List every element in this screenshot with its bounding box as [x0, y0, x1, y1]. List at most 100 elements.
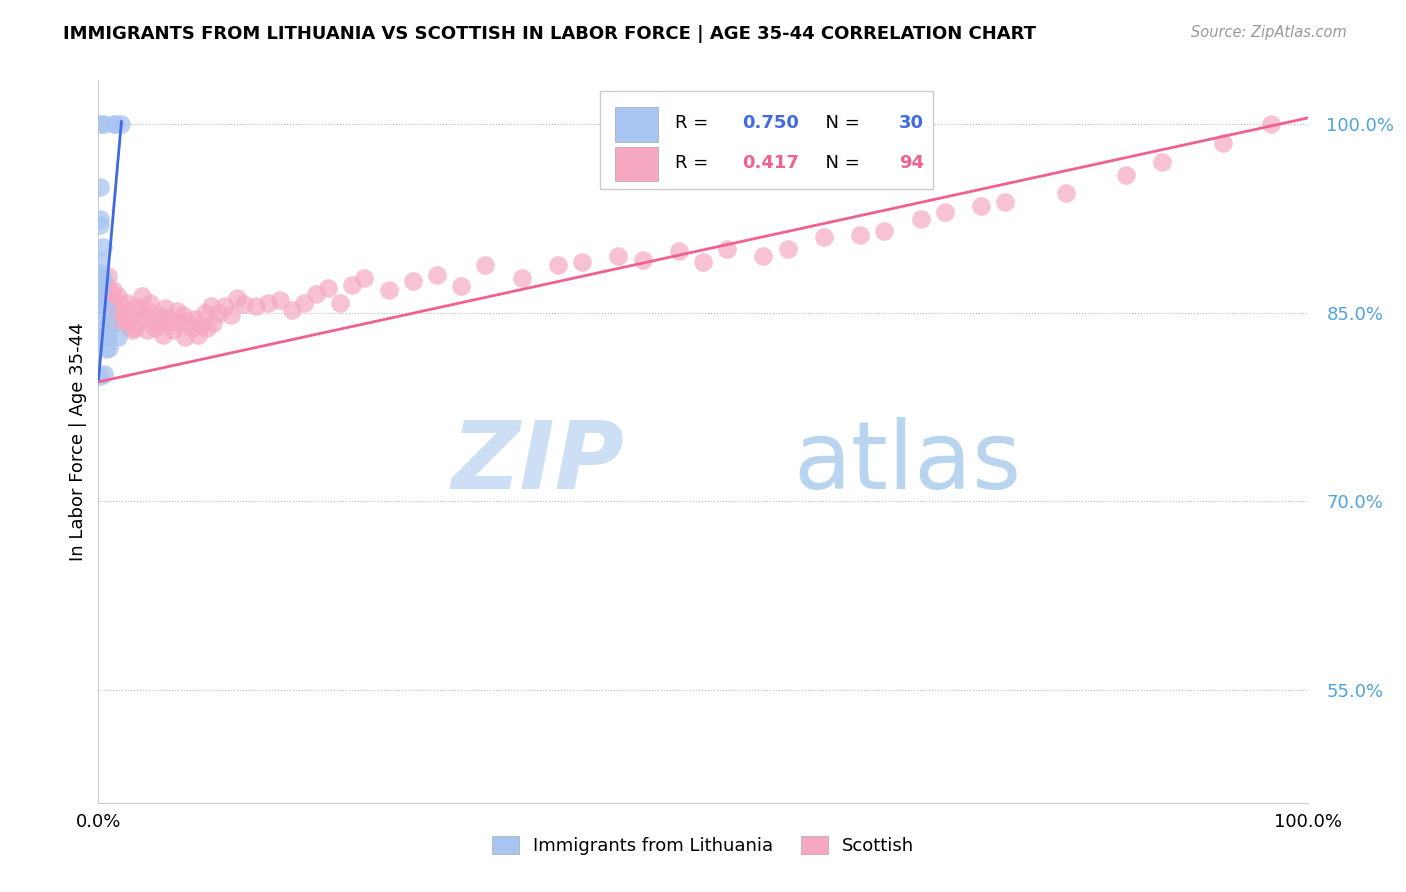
Point [98, 341, 121, 355]
Point [104, 294, 127, 309]
Point [292, 295, 315, 310]
Point [180, 321, 202, 335]
Point [89, 266, 111, 280]
Point [149, 308, 172, 322]
Point [96, 329, 118, 343]
Point [256, 295, 278, 310]
Point [124, 321, 146, 335]
Point [105, 303, 128, 318]
Y-axis label: In Labor Force | Age 35-44: In Labor Force | Age 35-44 [69, 322, 87, 561]
Point [934, 205, 956, 219]
Point [184, 312, 207, 326]
Point [89, 298, 111, 312]
Point [89, 211, 111, 226]
Point [169, 316, 191, 330]
Point [135, 323, 157, 337]
Point [156, 310, 179, 325]
Point [221, 308, 243, 322]
Point [166, 304, 188, 318]
Point [101, 283, 124, 297]
Text: N =: N = [814, 114, 866, 132]
Point [316, 280, 339, 294]
Text: 94: 94 [898, 154, 924, 172]
Point [245, 300, 267, 314]
Point [89, 269, 111, 284]
Point [202, 316, 225, 330]
Point [849, 227, 872, 242]
Point [377, 283, 399, 297]
Point [174, 329, 197, 343]
Point [1260, 117, 1282, 131]
Point [692, 255, 714, 269]
Point [305, 286, 328, 301]
Point [910, 211, 932, 226]
Point [89, 218, 111, 232]
Point [547, 258, 569, 272]
Point [474, 258, 496, 272]
Point [103, 117, 125, 131]
Point [127, 316, 149, 330]
Point [716, 242, 738, 256]
Point [93, 280, 115, 294]
Point [208, 306, 231, 320]
Point [117, 295, 139, 310]
Point [96, 328, 118, 343]
Point [94, 291, 117, 305]
Point [94, 303, 117, 318]
Point [89, 282, 111, 296]
Point [162, 323, 184, 337]
Point [97, 269, 120, 284]
Point [1212, 136, 1234, 150]
Point [89, 117, 111, 131]
Legend: Immigrants from Lithuania, Scottish: Immigrants from Lithuania, Scottish [481, 825, 925, 866]
Point [139, 295, 162, 310]
Point [136, 304, 159, 318]
Point [607, 249, 630, 263]
Point [402, 274, 425, 288]
Point [813, 230, 835, 244]
Point [160, 314, 183, 328]
Point [668, 244, 690, 259]
Point [96, 279, 118, 293]
Point [120, 310, 142, 324]
Point [131, 289, 153, 303]
Point [269, 293, 291, 308]
Point [194, 306, 217, 320]
Point [153, 301, 176, 315]
Point [426, 268, 449, 282]
Point [107, 289, 129, 303]
Point [776, 242, 799, 256]
Point [134, 307, 156, 321]
Point [994, 195, 1017, 210]
Point [97, 329, 120, 343]
Point [450, 279, 472, 293]
Point [112, 313, 135, 327]
Point [195, 321, 218, 335]
Point [91, 240, 114, 254]
Point [111, 304, 134, 318]
Point [1115, 168, 1137, 182]
Point [89, 331, 111, 345]
Point [93, 117, 115, 131]
Text: R =: R = [675, 114, 714, 132]
Point [571, 255, 593, 269]
Point [190, 318, 212, 333]
Point [232, 297, 254, 311]
Text: 0.417: 0.417 [742, 154, 799, 172]
Point [631, 252, 654, 267]
Text: atlas: atlas [793, 417, 1022, 509]
Point [107, 329, 129, 343]
Point [353, 270, 375, 285]
Text: Source: ZipAtlas.com: Source: ZipAtlas.com [1191, 25, 1347, 40]
Point [98, 300, 121, 314]
Text: IMMIGRANTS FROM LITHUANIA VS SCOTTISH IN LABOR FORCE | AGE 35-44 CORRELATION CHA: IMMIGRANTS FROM LITHUANIA VS SCOTTISH IN… [63, 25, 1036, 43]
Point [94, 342, 117, 356]
Point [114, 303, 136, 318]
Point [329, 295, 352, 310]
Point [752, 249, 775, 263]
Point [89, 279, 111, 293]
Point [342, 278, 364, 293]
Point [89, 318, 111, 333]
FancyBboxPatch shape [614, 147, 658, 181]
Point [187, 328, 209, 343]
